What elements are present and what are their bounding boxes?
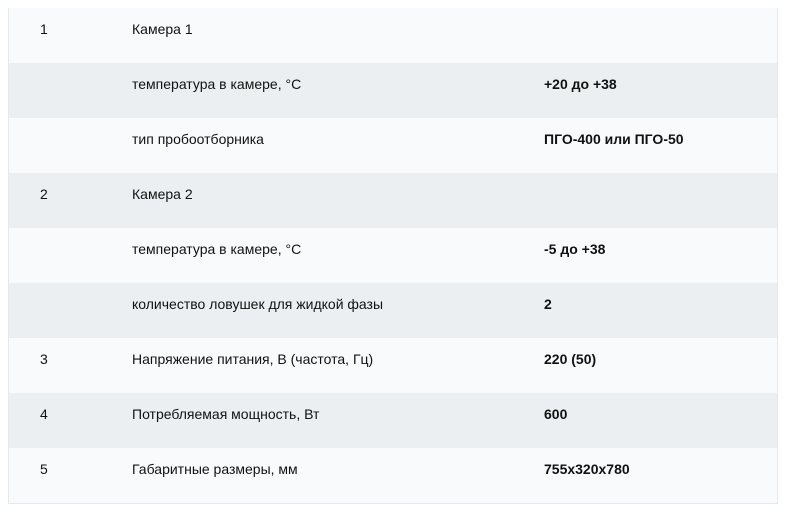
row-label: тип пробоотборника — [132, 131, 264, 147]
table-row: 2 Камера 2 — [9, 173, 777, 228]
row-value: +20 до +38 — [544, 76, 617, 92]
table-row: тип пробоотборника ПГО-400 или ПГО-50 — [9, 118, 777, 173]
row-value: 600 — [544, 406, 568, 422]
specs-table: 1 Камера 1 температура в камере, °С +20 до … — [8, 8, 778, 504]
row-number: 5 — [40, 461, 48, 477]
table-row: 3 Напряжение питания, В (частота, Гц) 220 … — [9, 338, 777, 393]
row-label: Потребляемая мощность, Вт — [132, 406, 320, 422]
row-label: температура в камере, °С — [132, 241, 302, 257]
table-row: температура в камере, °С +20 до +38 — [9, 63, 777, 118]
row-value: 2 — [544, 296, 552, 312]
row-label: Камера 1 — [132, 21, 193, 37]
table-row: температура в камере, °С -5 до +38 — [9, 228, 777, 283]
table-row: 4 Потребляемая мощность, Вт 600 — [9, 393, 777, 448]
table-row: 5 Габаритные размеры, мм 755x320x780 — [9, 448, 777, 503]
row-number: 1 — [40, 21, 48, 37]
row-label: Камера 2 — [132, 186, 193, 202]
row-number: 4 — [40, 406, 48, 422]
row-label: количество ловушек для жидкой фазы — [132, 296, 384, 312]
row-value: ПГО-400 или ПГО-50 — [544, 131, 684, 147]
row-number: 2 — [40, 186, 48, 202]
row-label: температура в камере, °С — [132, 76, 302, 92]
row-value: -5 до +38 — [544, 241, 606, 257]
row-label: Напряжение питания, В (частота, Гц) — [132, 351, 374, 367]
table-row: 1 Камера 1 — [9, 8, 777, 63]
row-number: 3 — [40, 351, 48, 367]
table-row: количество ловушек для жидкой фазы 2 — [9, 283, 777, 338]
row-value: 220 (50) — [544, 351, 597, 367]
row-label: Габаритные размеры, мм — [132, 461, 298, 477]
row-value: 755x320x780 — [544, 461, 630, 477]
